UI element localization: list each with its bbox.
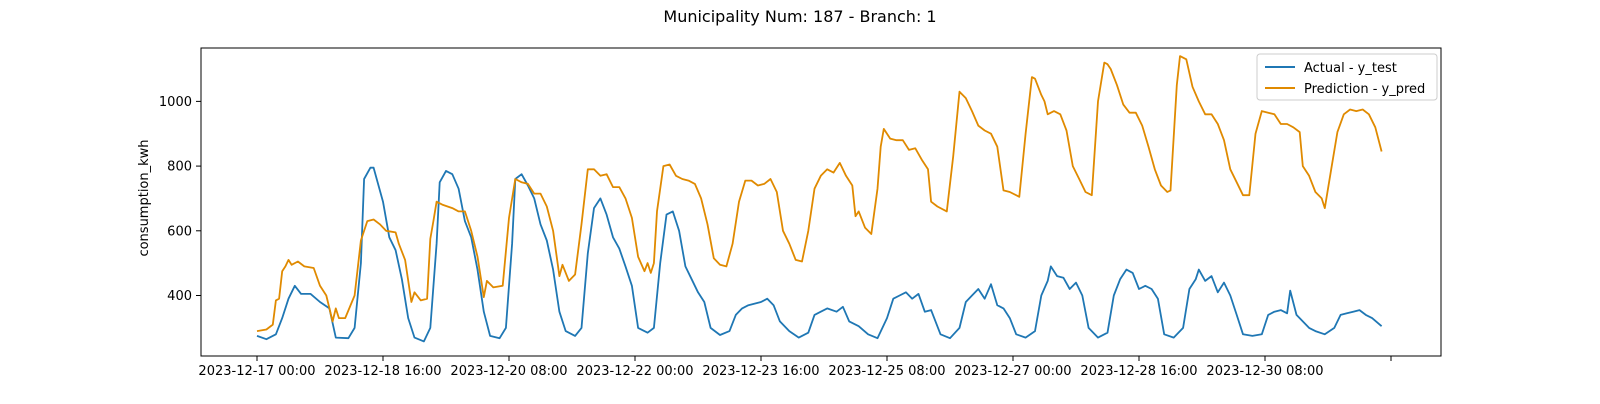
y-tick-label: 1000 [159,95,192,110]
y-tick-label: 600 [167,224,192,239]
x-tick-label: 2023-12-23 16:00 [702,364,819,379]
x-tick-label: 2023-12-22 00:00 [576,364,693,379]
y-axis-label: consumption_kwh [137,139,152,256]
series-line-actual [256,166,1383,343]
y-tick-label: 400 [167,289,192,304]
x-tick-label: 2023-12-25 08:00 [828,364,945,379]
chart-title: Municipality Num: 187 - Branch: 1 [663,7,936,26]
axes-frame [200,47,1442,357]
x-tick-label: 2023-12-30 08:00 [1206,364,1323,379]
x-tick-label: 2023-12-18 16:00 [324,364,441,379]
series-line-prediction [256,55,1383,332]
legend-box [1256,53,1438,101]
legend: Actual - y_test Prediction - y_pred [1256,53,1438,101]
axes: 400 600 800 1000 2023-12-17 00:00 2023-12-18 … [159,47,1442,379]
y-tick-label: 800 [167,160,192,175]
x-tick-label: 2023-12-20 08:00 [450,364,567,379]
legend-label-actual: Actual - y_test [1304,61,1397,76]
x-tick-label: 2023-12-17 00:00 [198,364,315,379]
plot-area [256,55,1383,343]
x-tick-label: 2023-12-28 16:00 [1080,364,1197,379]
x-tick-label: 2023-12-27 00:00 [954,364,1071,379]
legend-label-prediction: Prediction - y_pred [1304,82,1425,97]
